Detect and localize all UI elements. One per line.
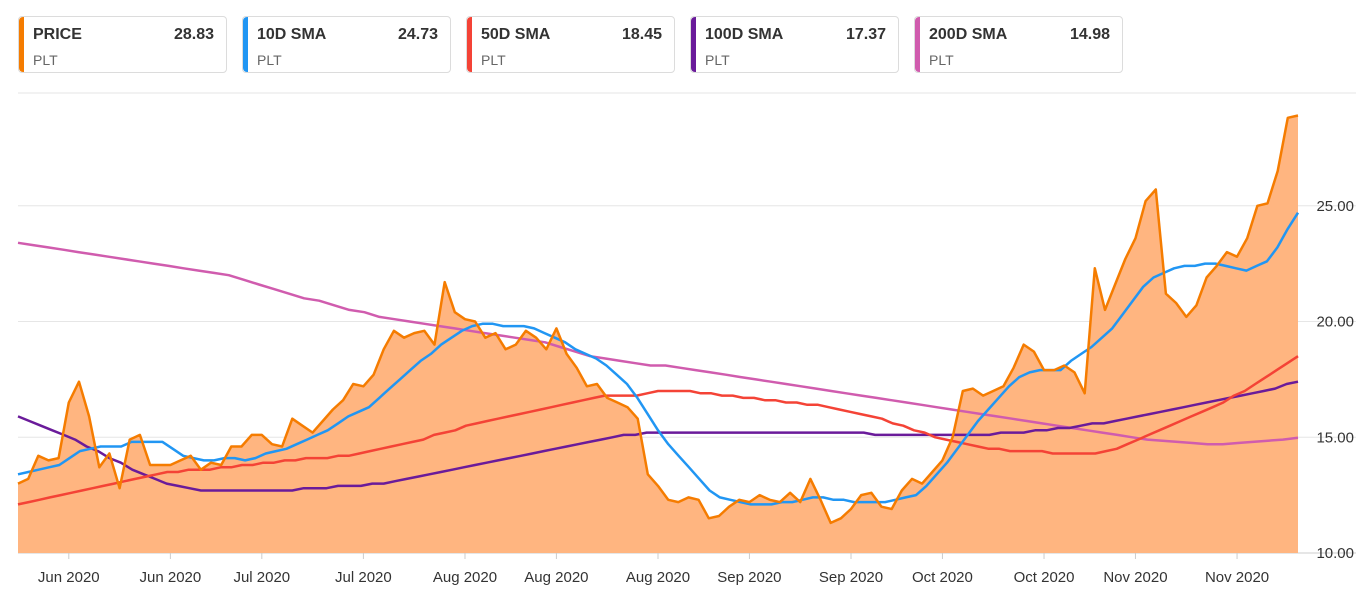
- legend-symbol: PLT: [929, 52, 954, 68]
- legend-symbol: PLT: [33, 52, 58, 68]
- legend-card-10d-sma[interactable]: 10D SMA 24.73 PLT: [242, 16, 451, 73]
- series-line-100d-sma[interactable]: [17, 380, 1299, 492]
- legend-color-bar: [467, 17, 472, 72]
- legend-card-100d-sma[interactable]: 100D SMA 17.37 PLT: [690, 16, 899, 73]
- legend-card-50d-sma[interactable]: 50D SMA 18.45 PLT: [466, 16, 675, 73]
- legend-name: 200D SMA: [929, 26, 1008, 43]
- series-line-200d-sma[interactable]: [17, 241, 1299, 446]
- series-line-price[interactable]: [17, 114, 1299, 525]
- legend-name: 50D SMA: [481, 26, 551, 43]
- series-line-10d-sma[interactable]: [17, 212, 1300, 506]
- x-tick-label: Jul 2020: [335, 569, 392, 586]
- x-tick-label: Aug 2020: [433, 569, 497, 586]
- x-tick-label: Sep 2020: [717, 569, 781, 586]
- x-tick-label: Jun 2020: [38, 569, 100, 586]
- x-axis: Jun 2020 Jun 2020 Jul 2020 Jul 2020 Aug 2020…: [38, 553, 1269, 586]
- legend-name: PRICE: [33, 26, 82, 43]
- legend-value: 24.73: [397, 26, 438, 43]
- x-tick-label: Nov 2020: [1205, 569, 1269, 586]
- x-tick-label: Nov 2020: [1103, 569, 1167, 586]
- x-tick-label: Oct 2020: [912, 569, 973, 586]
- legend-color-bar: [915, 17, 920, 72]
- x-tick-label: Aug 2020: [626, 569, 690, 586]
- legend-card-price[interactable]: PRICE 28.83 PLT: [18, 16, 227, 73]
- legend-color-bar: [243, 17, 248, 72]
- legend: PRICE 28.83 PLT 10D SMA 24.73 PLT 50D SM…: [18, 16, 1123, 73]
- y-axis: 10.00 15.00 20.00 25.00: [1316, 198, 1354, 562]
- price-chart[interactable]: 10.00 15.00 20.00 25.00 Jun 2020 Jun 2020 Jul…: [0, 80, 1363, 611]
- legend-value: 28.83: [173, 26, 214, 43]
- legend-card-200d-sma[interactable]: 200D SMA 14.98 PLT: [914, 16, 1123, 73]
- series-lines: [17, 114, 1300, 525]
- legend-color-bar: [19, 17, 24, 72]
- legend-color-bar: [691, 17, 696, 72]
- x-tick-label: Sep 2020: [819, 569, 883, 586]
- price-area: [18, 115, 1298, 553]
- price-area-fill: [18, 115, 1298, 553]
- y-tick-label: 15.00: [1316, 429, 1354, 446]
- legend-name: 100D SMA: [705, 26, 784, 43]
- y-tick-label: 10.00: [1316, 545, 1354, 562]
- x-tick-label: Jul 2020: [233, 569, 290, 586]
- legend-value: 14.98: [1069, 26, 1110, 43]
- legend-value: 17.37: [845, 26, 886, 43]
- series-line-50d-sma[interactable]: [17, 355, 1299, 506]
- y-tick-label: 20.00: [1316, 314, 1354, 331]
- legend-symbol: PLT: [481, 52, 506, 68]
- x-tick-label: Oct 2020: [1014, 569, 1075, 586]
- legend-symbol: PLT: [705, 52, 730, 68]
- legend-value: 18.45: [621, 26, 662, 43]
- legend-symbol: PLT: [257, 52, 282, 68]
- legend-name: 10D SMA: [257, 26, 327, 43]
- x-tick-label: Aug 2020: [524, 569, 588, 586]
- x-tick-label: Jun 2020: [140, 569, 202, 586]
- y-tick-label: 25.00: [1316, 198, 1354, 215]
